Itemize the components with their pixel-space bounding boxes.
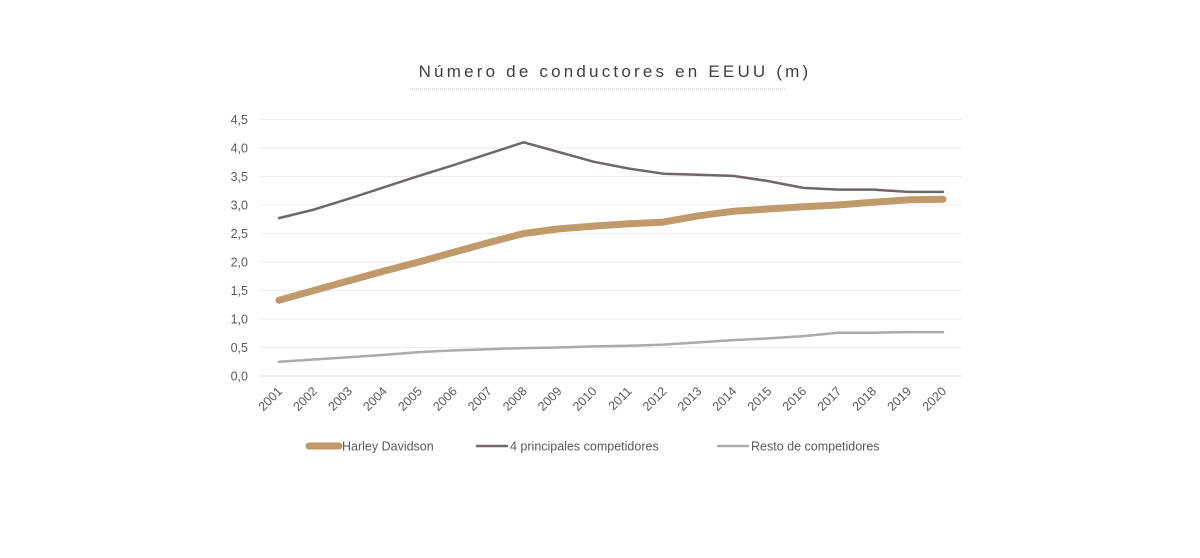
x-axis-ticks: 2001 2002 2003 2004 2005 2006 2007 2008 2009 2010… — [256, 384, 950, 414]
y-tick-label: 1,5 — [231, 284, 248, 298]
legend-label-harley-davidson: Harley Davidson — [342, 440, 434, 454]
y-tick-label: 0,5 — [231, 341, 248, 355]
legend: Harley Davidson 4 principales competidore… — [305, 440, 880, 454]
y-tick-label: 0,0 — [231, 370, 248, 384]
x-tick-label: 2014 — [710, 384, 740, 414]
y-tick-label: 1,0 — [231, 313, 248, 327]
x-tick-label: 2002 — [291, 384, 321, 414]
y-tick-label: 3,5 — [231, 170, 248, 184]
chart-title: Número de conductores en EEUU (m) — [419, 62, 812, 81]
y-tick-label: 3,0 — [231, 199, 248, 213]
y-tick-label: 4,5 — [231, 113, 248, 127]
x-tick-label: 2012 — [640, 384, 670, 414]
gridlines — [260, 119, 962, 377]
series-line-resto-de-competidores — [277, 330, 945, 364]
x-tick-label: 2015 — [745, 384, 775, 414]
x-tick-label: 2010 — [570, 384, 600, 414]
y-tick-label: 4,0 — [231, 142, 248, 156]
x-tick-label: 2001 — [256, 384, 286, 414]
x-tick-label: 2020 — [920, 384, 950, 414]
series-lines — [275, 141, 947, 364]
x-tick-label: 2018 — [850, 384, 880, 414]
series-line-harley-davidson — [275, 195, 947, 304]
x-tick-label: 2008 — [500, 384, 530, 414]
x-tick-label: 2004 — [360, 384, 390, 414]
x-tick-label: 2013 — [675, 384, 705, 414]
legend-label-4-principales-competidores: 4 principales competidores — [510, 440, 659, 454]
series-line-4-principales-competidores — [277, 141, 945, 220]
y-tick-label: 2,5 — [231, 227, 248, 241]
legend-label-resto-de-competidores: Resto de competidores — [751, 440, 880, 454]
y-tick-label: 2,0 — [231, 256, 248, 270]
x-tick-label: 2005 — [395, 384, 425, 414]
x-tick-label: 2016 — [780, 384, 810, 414]
x-tick-label: 2009 — [535, 384, 565, 414]
x-tick-label: 2011 — [606, 384, 635, 413]
x-tick-label: 2006 — [430, 384, 460, 414]
x-tick-label: 2007 — [465, 384, 495, 414]
x-tick-label: 2019 — [885, 384, 915, 414]
x-tick-label: 2017 — [815, 384, 845, 414]
x-tick-label: 2003 — [325, 384, 355, 414]
y-axis-ticks: 0,0 0,5 1,0 1,5 2,0 2,5 3,0 3,5 4,0 4,5 — [231, 113, 248, 384]
